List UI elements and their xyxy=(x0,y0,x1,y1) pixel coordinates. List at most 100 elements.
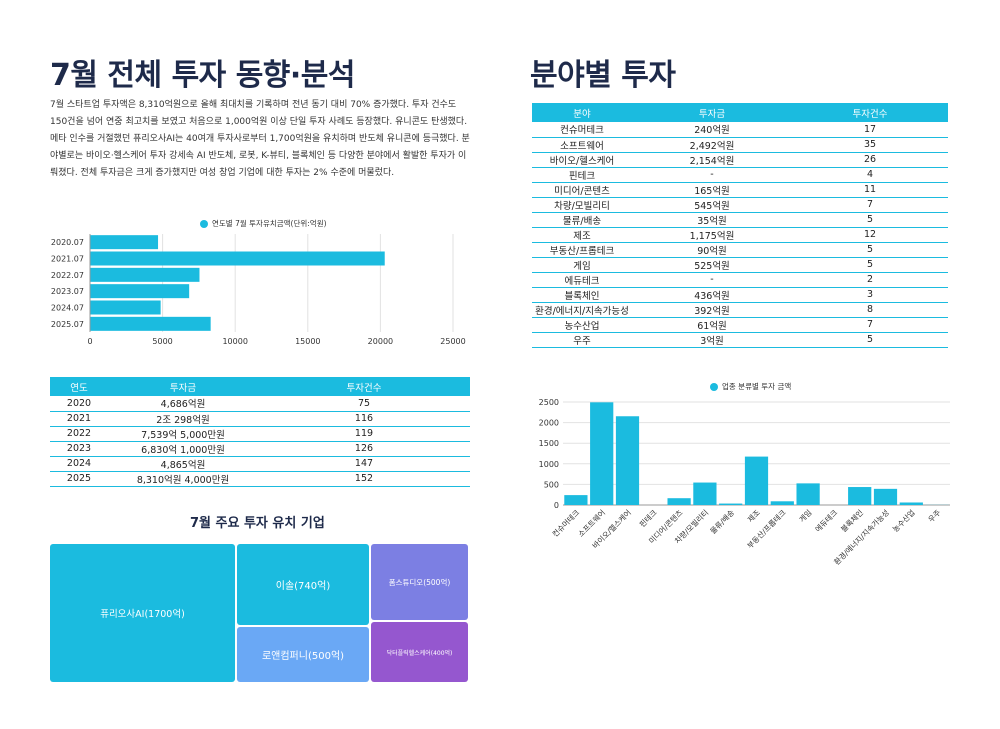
table-cell: 147 xyxy=(258,456,470,472)
table-row: 부동산/프롭테크 90억원 5 xyxy=(532,242,948,258)
y-tick-label: 2500 xyxy=(539,398,559,407)
table-cell: 블록체인 xyxy=(532,287,632,303)
table-row: 환경/에너지/지속가능성 392억원 8 xyxy=(532,302,948,318)
x-tick-label: 핀테크 xyxy=(638,508,659,529)
bar xyxy=(90,235,159,250)
sector-header-1: 투자금 xyxy=(632,103,792,122)
table-row: 물류/배송 35억원 5 xyxy=(532,212,948,228)
x-tick-label: 0 xyxy=(87,337,92,346)
treemap-cell: 닥터플릭헬스케어(400억) xyxy=(371,622,468,682)
treemap-cell: 로앤컴퍼니(500억) xyxy=(237,627,369,682)
page-title-left: 7월 전체 투자 동향·분석 xyxy=(50,58,356,93)
table-row: 블록체인 436억원 3 xyxy=(532,287,948,303)
table-cell: 116 xyxy=(258,411,470,427)
bar xyxy=(667,498,691,505)
table-cell: 농수산업 xyxy=(532,317,632,333)
table-cell: 2023 xyxy=(50,441,108,457)
bar xyxy=(564,495,588,505)
table-row: 2022 7,539억 5,000만원 119 xyxy=(50,426,470,442)
top-companies-treemap: 퓨리오사AI(1700억) 이솔(740억) 로앤컴퍼니(500억) 폼스튜디오(50… xyxy=(50,544,470,682)
table-cell: 에듀테크 xyxy=(532,272,632,288)
summary-paragraph: 7월 스타트업 투자액은 8,310억원으로 올해 최대치를 기록하며 전년 동… xyxy=(50,100,470,178)
table-cell: 게임 xyxy=(532,257,632,273)
table-cell: 6,830억 1,000만원 xyxy=(108,441,258,457)
table-row: 2023 6,830억 1,000만원 126 xyxy=(50,441,470,457)
table-cell: 3 xyxy=(792,287,948,303)
table-cell: 미디어/콘텐츠 xyxy=(532,182,632,198)
table-row: 차량/모빌리티 545억원 7 xyxy=(532,197,948,213)
bar xyxy=(615,416,640,505)
table-cell: 2025 xyxy=(50,471,108,487)
table-row: 2025 8,310억원 4,000만원 152 xyxy=(50,471,470,487)
bar xyxy=(719,503,743,505)
page-title-right: 분야별 투자 xyxy=(530,58,676,93)
treemap-label: 폼스튜디오(500억) xyxy=(388,577,451,587)
table-row: 핀테크 -4 xyxy=(532,167,948,183)
table-row: 우주 3억원 5 xyxy=(532,332,948,348)
x-tick-label: 5000 xyxy=(152,337,172,346)
hbar-legend-label: 연도별 7월 투자유치금액(단위:억원) xyxy=(212,219,327,228)
y-tick-label: 2000 xyxy=(539,419,559,428)
table-cell: 5 xyxy=(792,242,948,258)
bar xyxy=(590,402,614,505)
table-cell: 17 xyxy=(792,122,948,138)
table-cell: 1,175억원 xyxy=(632,227,792,243)
table-cell: 35 xyxy=(792,137,948,153)
sector-table: 분야 투자금 투자건수 컨슈머테크 240억원 17 소프트웨어 2,492억원 35 바이오/… xyxy=(532,103,948,348)
x-tick-label: 제조 xyxy=(746,508,762,524)
treemap-label: 닥터플릭헬스케어(400억) xyxy=(386,649,453,657)
table-cell: 핀테크 xyxy=(532,167,632,183)
table-cell: 545억원 xyxy=(632,197,792,213)
table-cell: 2,492억원 xyxy=(632,137,792,153)
bar xyxy=(90,316,211,331)
table-cell: 2022 xyxy=(50,426,108,442)
table-cell: 부동산/프롭테크 xyxy=(532,242,632,258)
x-tick-label: 에듀테크 xyxy=(813,508,839,534)
table-cell: 2024 xyxy=(50,456,108,472)
sector-header-2: 투자건수 xyxy=(792,103,948,122)
table-row: 농수산업 61억원 7 xyxy=(532,317,948,333)
vbar-legend: 업종 분류별 투자 금액 xyxy=(710,381,791,392)
x-tick-label: 우주 xyxy=(926,508,942,524)
table-cell: 436억원 xyxy=(632,287,792,303)
yearly-table: 연도 투자금 투자건수 2020 4,686억원 75 2021 2조 298억원 116 20… xyxy=(50,377,470,487)
table-cell: 7,539억 5,000만원 xyxy=(108,426,258,442)
treemap-cell: 이솔(740억) xyxy=(237,544,369,625)
table-cell: 525억원 xyxy=(632,257,792,273)
table-row: 2021 2조 298억원 116 xyxy=(50,411,470,427)
x-tick-label: 10000 xyxy=(222,337,247,346)
table-row: 컨슈머테크 240억원 17 xyxy=(532,122,948,138)
bar xyxy=(873,488,898,505)
yearly-header-0: 연도 xyxy=(50,377,108,396)
bar xyxy=(693,482,717,505)
y-tick-label: 2025.07 xyxy=(51,320,84,329)
treemap-cell: 퓨리오사AI(1700억) xyxy=(50,544,235,682)
table-cell: 4,686억원 xyxy=(108,396,258,412)
table-cell: 5 xyxy=(792,332,948,348)
bar xyxy=(770,501,794,505)
y-tick-label: 2022.07 xyxy=(51,271,84,280)
table-row: 미디어/콘텐츠 165억원 11 xyxy=(532,182,948,198)
legend-swatch xyxy=(710,382,718,391)
x-tick-label: 20000 xyxy=(368,337,393,346)
y-tick-label: 2021.07 xyxy=(51,255,84,264)
x-tick-label: 게임 xyxy=(797,507,814,524)
y-tick-label: 2020.07 xyxy=(51,238,84,247)
table-cell: - xyxy=(632,272,792,288)
y-tick-label: 1500 xyxy=(539,439,559,448)
bar xyxy=(744,456,769,505)
table-cell: 392억원 xyxy=(632,302,792,318)
treemap-label: 퓨리오사AI(1700억) xyxy=(100,609,185,620)
table-cell: 환경/에너지/지속가능성 xyxy=(532,302,632,318)
x-tick-label: 15000 xyxy=(295,337,320,346)
table-cell: 35억원 xyxy=(632,212,792,228)
legend-swatch xyxy=(200,219,208,228)
x-tick-label: 블록체인 xyxy=(839,507,866,534)
bar xyxy=(899,502,923,505)
table-cell: 컨슈머테크 xyxy=(532,122,632,138)
table-cell: 8 xyxy=(792,302,948,318)
yearly-investment-bar-chart: 0 5000 10000 15000 20000 25000 2020.07 2021.07 2… xyxy=(51,234,466,346)
table-cell: 3억원 xyxy=(632,332,792,348)
table-cell: 5 xyxy=(792,257,948,273)
